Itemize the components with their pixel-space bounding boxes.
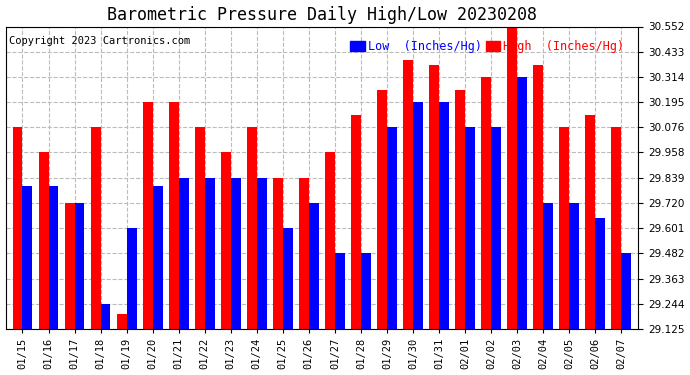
Bar [413, 102, 423, 329]
Bar [325, 153, 335, 329]
Bar [560, 128, 569, 329]
Bar [377, 90, 387, 329]
Bar [90, 128, 101, 329]
Bar [309, 203, 319, 329]
Bar [465, 128, 475, 329]
Bar [533, 65, 543, 329]
Bar [387, 128, 397, 329]
Bar [221, 153, 230, 329]
Bar [101, 304, 110, 329]
Bar [543, 203, 553, 329]
Bar [439, 102, 449, 329]
Text: Copyright 2023 Cartronics.com: Copyright 2023 Cartronics.com [9, 36, 190, 46]
Bar [491, 128, 501, 329]
Bar [611, 128, 621, 329]
Bar [65, 203, 75, 329]
Bar [169, 102, 179, 329]
Bar [23, 186, 32, 329]
Bar [48, 186, 59, 329]
Bar [335, 254, 345, 329]
Bar [230, 178, 241, 329]
Bar [585, 115, 595, 329]
Bar [299, 178, 309, 329]
Bar [351, 115, 361, 329]
Bar [179, 178, 188, 329]
Title: Barometric Pressure Daily High/Low 20230208: Barometric Pressure Daily High/Low 20230… [107, 6, 537, 24]
Bar [143, 102, 152, 329]
Bar [12, 128, 23, 329]
Bar [481, 77, 491, 329]
Bar [621, 254, 631, 329]
Bar [117, 314, 127, 329]
Bar [595, 218, 605, 329]
Bar [429, 65, 439, 329]
Bar [152, 186, 163, 329]
Bar [455, 90, 465, 329]
Bar [569, 203, 579, 329]
Bar [361, 254, 371, 329]
Bar [403, 60, 413, 329]
Legend: Low  (Inches/Hg), High  (Inches/Hg): Low (Inches/Hg), High (Inches/Hg) [346, 35, 629, 58]
Bar [205, 178, 215, 329]
Bar [247, 128, 257, 329]
Bar [195, 128, 205, 329]
Bar [127, 228, 137, 329]
Bar [273, 178, 283, 329]
Bar [283, 228, 293, 329]
Bar [75, 203, 84, 329]
Bar [39, 153, 48, 329]
Bar [257, 178, 267, 329]
Bar [518, 77, 527, 329]
Bar [507, 27, 518, 329]
